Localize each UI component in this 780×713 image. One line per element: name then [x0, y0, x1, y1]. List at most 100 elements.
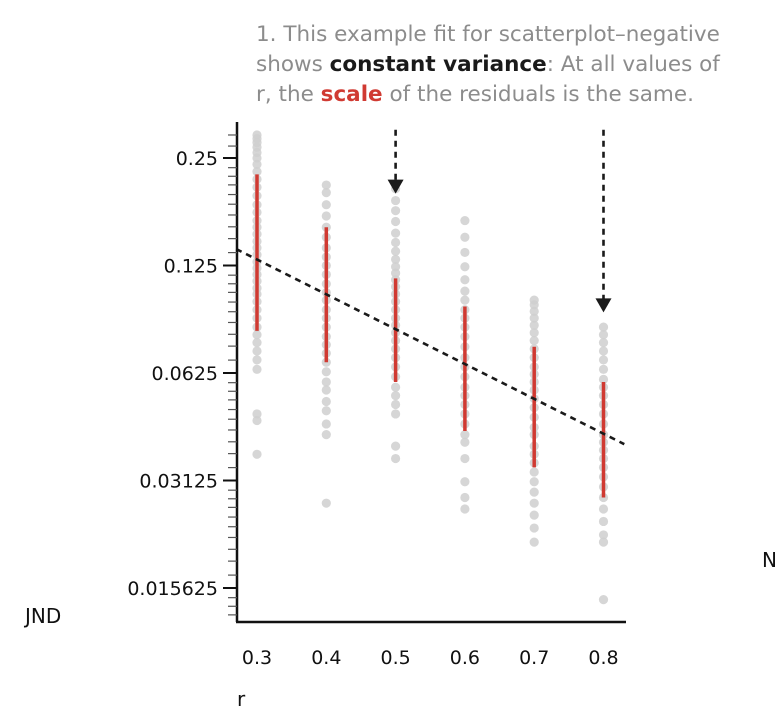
data-point [252, 338, 262, 348]
data-point [252, 153, 262, 163]
data-point [391, 391, 401, 401]
data-point [529, 467, 539, 477]
data-point [391, 409, 401, 419]
data-point [598, 516, 609, 527]
annotation-text: r, the [256, 82, 321, 107]
data-point [391, 237, 401, 248]
data-point [391, 441, 401, 451]
fit-line [235, 247, 625, 446]
data-point [252, 159, 262, 169]
error-bars-layer [255, 174, 606, 498]
data-point [460, 492, 470, 503]
data-point [321, 377, 331, 387]
y-tick-label: 0.25 [176, 148, 218, 170]
arrow-head [595, 298, 612, 313]
data-point [252, 330, 262, 340]
data-point [252, 364, 262, 374]
annotation-line-3: r, the scale of the residuals is the sam… [256, 80, 780, 110]
x-axis-title: r [237, 687, 246, 711]
points-layer [252, 130, 609, 605]
data-point [391, 246, 401, 256]
data-point [529, 537, 539, 547]
data-point [321, 406, 331, 416]
data-point [529, 306, 539, 316]
data-point [460, 430, 470, 440]
data-point [391, 453, 401, 464]
data-point [529, 510, 539, 520]
arrows-layer [387, 129, 612, 313]
arrow-head [387, 179, 404, 194]
data-point [529, 320, 539, 330]
data-point [598, 594, 609, 605]
data-point [321, 419, 331, 429]
x-tick-label: 0.3 [242, 647, 272, 669]
x-tick-label: 0.5 [380, 647, 410, 669]
x-tick-label: 0.4 [311, 647, 341, 669]
annotation-text: : At all values of [546, 52, 720, 77]
x-tick-label: 0.6 [450, 647, 480, 669]
data-point [598, 330, 609, 340]
annotation-red-term: scale [320, 82, 383, 107]
y-tick-labels: 0.25 0.125 0.0625 0.03125 0.015625 [127, 148, 237, 600]
data-point [460, 437, 470, 447]
y-tick-label: 0.125 [164, 256, 218, 278]
data-point [460, 247, 470, 258]
data-point [598, 364, 609, 374]
data-point [321, 367, 331, 377]
data-point [321, 200, 331, 210]
data-point [252, 409, 262, 419]
annotation-line-2: shows constant variance: At all values o… [256, 50, 780, 80]
data-point [321, 188, 331, 198]
x-tick-labels: 0.3 0.4 0.5 0.6 0.7 0.8 [242, 647, 619, 669]
y-tick-label: 0.015625 [127, 578, 218, 600]
data-point [598, 338, 609, 348]
data-point [460, 215, 470, 226]
data-point [252, 167, 262, 177]
data-point [460, 453, 470, 464]
data-point [460, 262, 470, 272]
y-minor-ticks [228, 134, 237, 616]
annotation: 1. This example fit for scatterplot–nega… [256, 20, 780, 110]
data-point [460, 295, 470, 305]
data-point [321, 430, 331, 440]
data-point [460, 477, 470, 487]
data-point [391, 216, 401, 227]
data-point [391, 254, 401, 265]
data-point [391, 262, 401, 272]
data-point [460, 232, 470, 242]
data-point [321, 396, 331, 407]
data-point [460, 275, 470, 285]
data-point [598, 537, 609, 547]
data-point [529, 523, 539, 533]
annotation-text: of the residuals is the same. [382, 82, 694, 107]
y-axis-title: JND [23, 604, 61, 628]
annotation-text: shows [256, 52, 330, 77]
data-point [252, 346, 262, 356]
data-point [529, 328, 539, 338]
data-point [252, 355, 262, 365]
data-point [529, 498, 539, 508]
data-point [529, 477, 539, 487]
data-point [391, 228, 401, 238]
annotation-line-1: 1. This example fit for scatterplot–nega… [256, 20, 780, 50]
annotation-text: 1. This example fit for scatterplot–nega… [256, 22, 720, 47]
x-tick-label: 0.7 [519, 647, 549, 669]
axes: 0.25 0.125 0.0625 0.03125 0.015625 0.3 0.4 0.5… [127, 122, 626, 669]
data-point [391, 195, 401, 206]
data-point [529, 300, 539, 310]
data-point [529, 313, 539, 323]
data-point [460, 504, 470, 514]
data-point [598, 530, 609, 540]
data-point [598, 504, 609, 514]
data-point [529, 336, 539, 346]
data-point [321, 180, 331, 190]
data-point [598, 374, 609, 384]
edge-label: N [762, 548, 777, 572]
data-point [460, 286, 470, 296]
data-point [321, 385, 331, 395]
annotation-bold-term: constant variance [329, 52, 547, 77]
data-point [321, 498, 331, 508]
data-point [252, 415, 262, 426]
data-point [252, 449, 262, 459]
